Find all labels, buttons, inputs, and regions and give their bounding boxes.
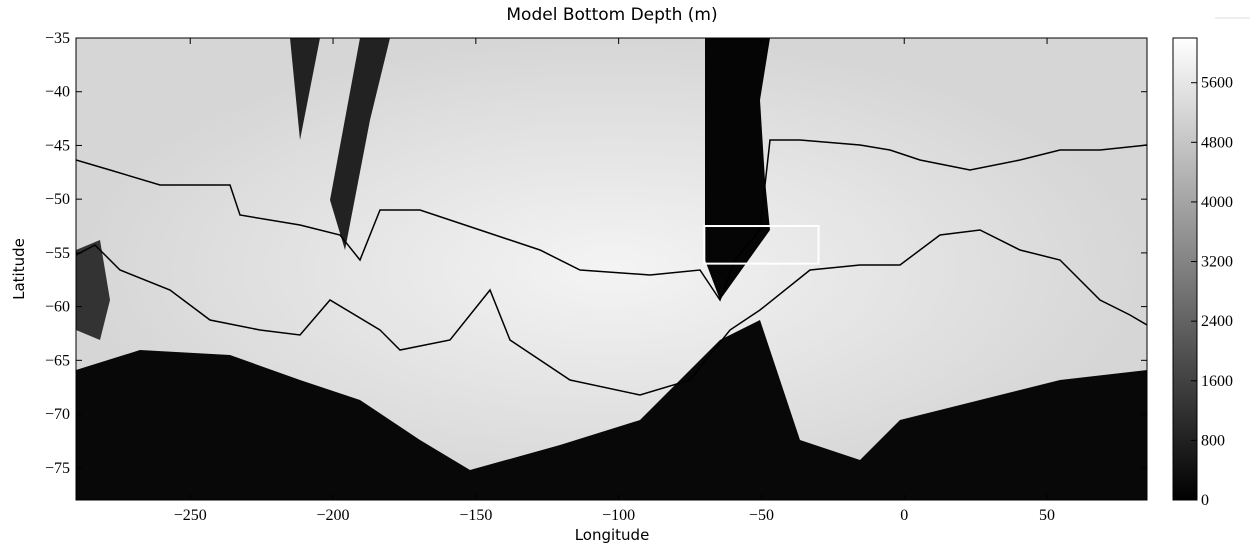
y-tick-label: −35 (45, 30, 70, 47)
x-tick-label: −200 (317, 507, 350, 524)
x-tick-label: −50 (749, 507, 774, 524)
plot-frame (75, 37, 1148, 501)
chart-title: Model Bottom Depth (m) (506, 5, 717, 25)
drake-passage (705, 38, 770, 300)
x-tick-label: −150 (459, 507, 492, 524)
colorbar-tick-label: 0 (1201, 492, 1209, 509)
colorbar-tick-label: 5600 (1201, 75, 1233, 92)
colorbar-tick-label: 4800 (1201, 134, 1233, 151)
y-axis-label: Latitude (10, 238, 28, 300)
colorbar-tick-label: 4000 (1201, 194, 1233, 211)
y-tick-label: −75 (45, 460, 70, 477)
ridge (290, 38, 390, 250)
y-tick-label: −65 (45, 352, 70, 369)
colorbar-tick-label: 1600 (1201, 373, 1233, 390)
x-tick-label: −250 (174, 507, 207, 524)
x-tick-label: −100 (602, 507, 635, 524)
antarctica (76, 320, 1147, 500)
y-tick-label: −70 (45, 406, 70, 423)
shelf (76, 240, 110, 340)
highlight-box (703, 225, 820, 265)
colorbar-tick-label: 2400 (1201, 313, 1233, 330)
x-tick-label: 0 (900, 507, 908, 524)
y-tick-label: −50 (45, 191, 70, 208)
x-tick-label: 50 (1039, 507, 1055, 524)
x-axis-label: Longitude (575, 526, 650, 544)
y-tick-label: −60 (45, 299, 70, 316)
y-tick-label: −45 (45, 137, 70, 154)
contour (76, 139, 1147, 302)
colorbar-tick-label: 800 (1201, 432, 1225, 449)
colorbar-tick-label: 3200 (1201, 254, 1233, 271)
y-tick-label: −55 (45, 245, 70, 262)
y-tick-label: −40 (45, 84, 70, 101)
map-image (76, 38, 1147, 500)
colorbar (1172, 37, 1198, 501)
contour (76, 229, 1147, 396)
